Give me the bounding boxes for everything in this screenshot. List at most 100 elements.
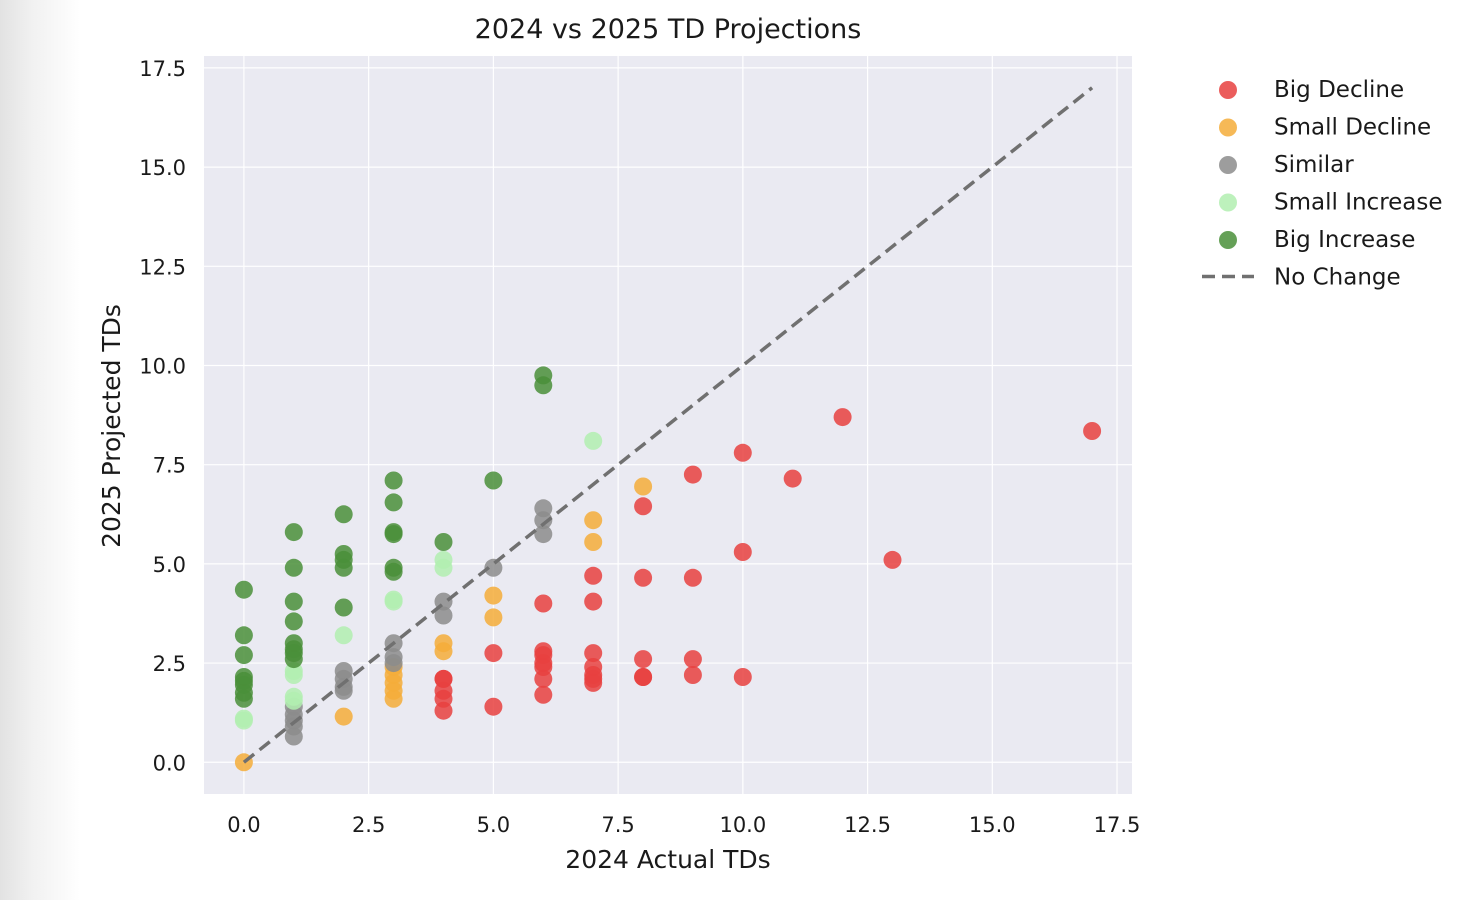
data-point — [584, 533, 603, 551]
data-point — [534, 511, 553, 530]
data-point — [683, 666, 702, 684]
data-point — [883, 550, 902, 569]
data-point — [534, 669, 553, 688]
x-tick-label: 10.0 — [719, 813, 766, 837]
data-point — [783, 469, 802, 488]
data-point — [683, 568, 702, 587]
data-point — [434, 533, 453, 551]
y-tick-label: 15.0 — [139, 156, 186, 180]
legend: Big Decline Small Decline Similar Small Inc… — [1202, 77, 1443, 291]
data-point — [534, 594, 553, 613]
data-point — [384, 493, 403, 512]
x-tick-label: 12.5 — [844, 813, 891, 837]
y-tick-label: 5.0 — [153, 553, 186, 577]
x-tick-label: 17.5 — [1094, 813, 1141, 837]
legend-marker — [1219, 156, 1237, 174]
x-axis-label: 2024 Actual TDs — [565, 845, 770, 874]
y-tick-label: 2.5 — [153, 652, 186, 676]
x-tick-label: 5.0 — [477, 813, 510, 837]
data-point — [234, 689, 253, 708]
chart-title: 2024 vs 2025 TD Projections — [475, 14, 862, 45]
data-point — [634, 477, 653, 496]
data-point — [733, 543, 752, 561]
data-point — [284, 612, 303, 631]
y-tick-labels: 0.0 2.5 5.0 7.5 10.0 12.5 15.0 17.5 — [139, 57, 186, 775]
data-point — [584, 673, 603, 692]
data-point — [384, 654, 403, 673]
x-tick-label: 2.5 — [352, 813, 385, 837]
legend-label: No Change — [1274, 265, 1401, 291]
y-tick-label: 0.0 — [153, 751, 186, 775]
data-point — [334, 505, 353, 524]
data-point — [484, 608, 503, 627]
data-series — [234, 366, 1102, 772]
data-point — [584, 592, 603, 611]
data-point — [284, 523, 303, 542]
data-point — [384, 592, 403, 611]
data-point — [234, 580, 253, 599]
x-tick-labels: 0.0 2.5 5.0 7.5 10.0 12.5 15.0 17.5 — [227, 813, 1140, 837]
data-point — [484, 697, 503, 716]
data-point — [1083, 422, 1102, 440]
data-point — [584, 431, 603, 450]
grid-lines — [204, 56, 1132, 794]
window-edge-shadow — [0, 0, 80, 900]
legend-marker — [1219, 231, 1237, 249]
y-tick-label: 10.0 — [139, 354, 186, 378]
legend-label: Big Decline — [1274, 77, 1404, 103]
data-point — [234, 626, 253, 645]
data-point — [634, 568, 653, 587]
data-point — [534, 376, 553, 395]
y-axis-label: 2025 Projected TDs — [97, 304, 126, 548]
reference-line-group — [242, 86, 1094, 764]
data-point — [434, 558, 453, 577]
data-point — [634, 668, 653, 686]
legend-label: Similar — [1274, 152, 1354, 178]
data-point — [683, 465, 702, 484]
data-point — [384, 525, 403, 544]
data-point — [634, 650, 653, 669]
data-point — [334, 707, 353, 726]
data-point — [284, 666, 303, 684]
data-point — [534, 685, 553, 704]
data-point — [434, 701, 453, 720]
data-point — [584, 644, 603, 663]
legend-marker — [1219, 193, 1237, 212]
x-tick-label: 0.0 — [227, 813, 260, 837]
data-point — [484, 558, 503, 577]
data-point — [484, 471, 503, 490]
legend-label: Small Increase — [1274, 190, 1443, 216]
series-small-decline — [234, 477, 653, 772]
data-point — [284, 558, 303, 577]
data-point — [234, 646, 253, 665]
data-point — [234, 711, 253, 730]
y-tick-label: 12.5 — [139, 255, 186, 279]
data-point — [484, 586, 503, 605]
data-point — [334, 626, 353, 645]
data-point — [334, 558, 353, 577]
data-point — [384, 562, 403, 581]
legend-marker — [1219, 118, 1237, 137]
data-point — [434, 606, 453, 625]
data-point — [284, 592, 303, 611]
series-big-increase — [234, 366, 553, 708]
data-point — [733, 443, 752, 462]
y-tick-label: 17.5 — [139, 57, 186, 81]
y-tick-label: 7.5 — [153, 454, 186, 478]
data-point — [683, 650, 702, 669]
series-big-decline — [434, 408, 1102, 720]
data-point — [584, 566, 603, 585]
data-point — [284, 691, 303, 710]
data-point — [584, 511, 603, 530]
data-point — [284, 650, 303, 669]
x-tick-label: 15.0 — [969, 813, 1016, 837]
legend-label: Small Decline — [1274, 115, 1431, 141]
data-point — [284, 727, 303, 746]
x-tick-label: 7.5 — [601, 813, 634, 837]
data-point — [384, 471, 403, 490]
data-point — [334, 598, 353, 617]
data-point — [634, 497, 653, 516]
data-point — [534, 525, 553, 544]
